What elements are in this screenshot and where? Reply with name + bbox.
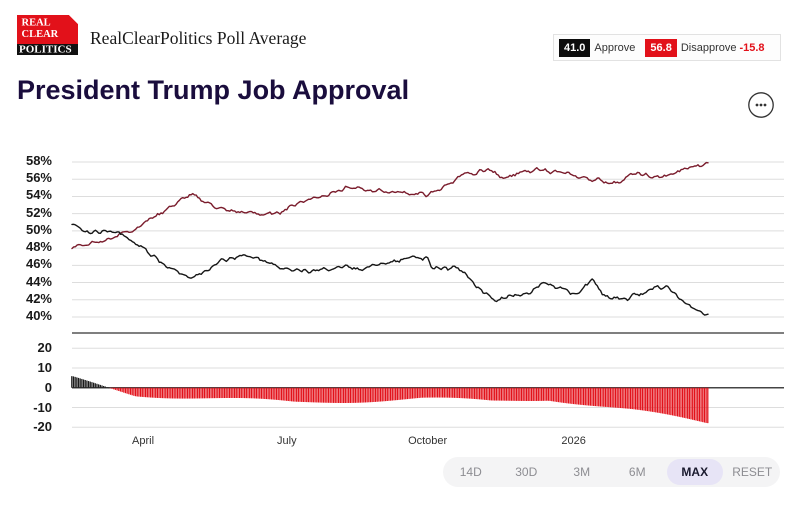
svg-text:POLITICS: POLITICS	[19, 44, 72, 56]
svg-text:CLEAR: CLEAR	[22, 29, 59, 40]
svg-text:REAL: REAL	[22, 18, 51, 29]
